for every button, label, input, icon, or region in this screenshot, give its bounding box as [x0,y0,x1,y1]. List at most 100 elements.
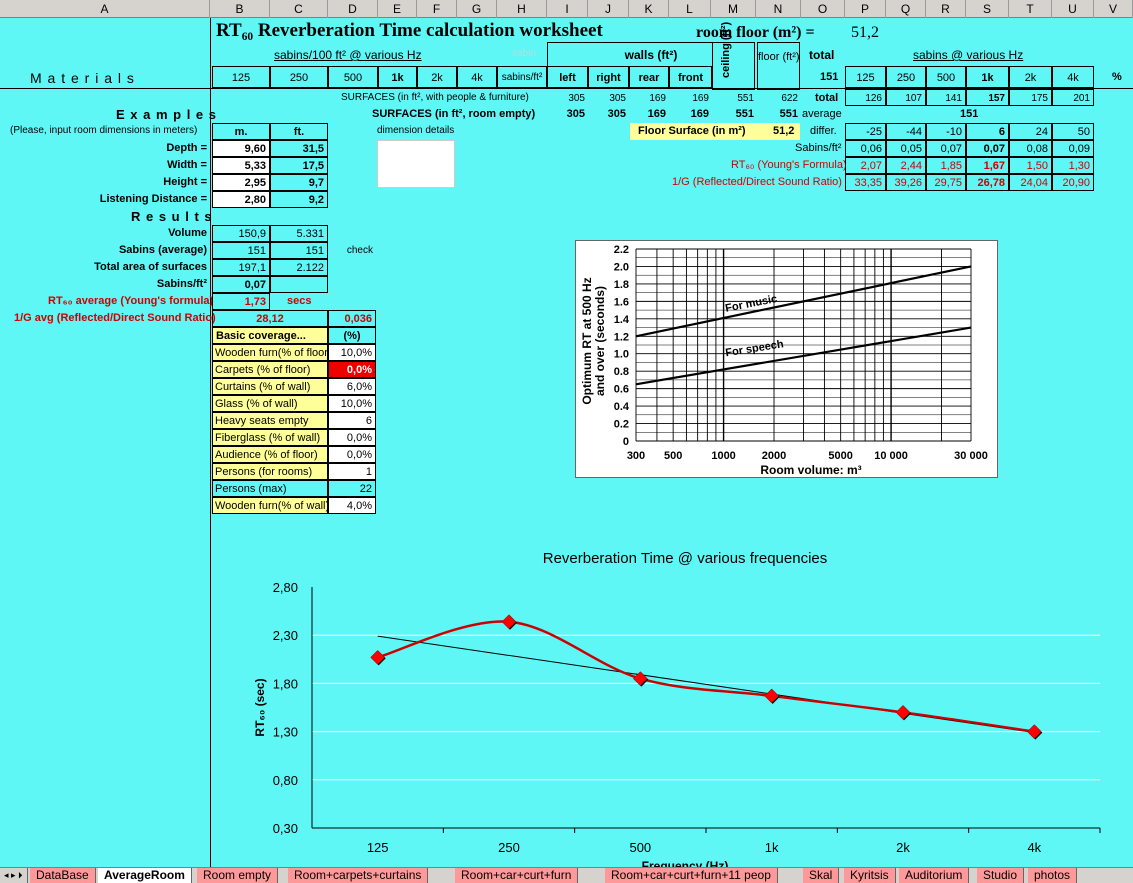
rt-average-value: 1,73 [212,293,270,310]
column-header-g[interactable]: G [457,0,497,18]
example-meters-input[interactable]: 9,60 [212,140,270,157]
coverage-value-input[interactable]: 6,0% [328,378,376,395]
example-label: Height = [163,176,207,188]
differ-value: 6 [966,123,1009,140]
ceiling-header: ceiling (ft²) [720,21,732,78]
result-label: Sabins (average) [118,244,207,256]
result-label: Volume [168,227,207,239]
surface-full-value: 551 [737,93,754,104]
tab-room-car-curt-furn[interactable]: Room+car+curt+furn [455,868,579,883]
tab-auditorium[interactable]: Auditorium [899,868,970,883]
column-header-l[interactable]: L [669,0,711,18]
optimum-xtick: 300 [627,450,645,462]
tab-room-empty[interactable]: Room empty [197,868,279,883]
column-header-a[interactable]: A [0,0,210,18]
column-header-f[interactable]: F [417,0,457,18]
dimension-details-box[interactable] [377,140,455,188]
percent-header: % [1112,71,1122,83]
sabin-small-label: sabin [512,48,536,59]
surface-full-value: 169 [649,93,666,104]
coverage-value-input[interactable]: 0,0% [328,429,376,446]
surface-empty-value: 169 [690,108,709,120]
room-floor-value: 51,2 [851,24,879,41]
column-header-t[interactable]: T [1009,0,1052,18]
sabins-total-value: 175 [1009,89,1052,106]
coverage-value-input[interactable]: 10,0% [328,344,376,361]
column-header-o[interactable]: O [801,0,845,18]
column-header-c[interactable]: C [270,0,328,18]
tab-room-carpets-curtains[interactable]: Room+carpets+curtains [288,868,429,883]
column-header-v[interactable]: V [1094,0,1133,18]
column-header-j[interactable]: J [588,0,629,18]
tab-photos[interactable]: photos [1028,868,1078,883]
result-value-b: 150,9 [212,225,270,242]
column-header-s[interactable]: S [966,0,1009,18]
tab-skal[interactable]: Skal [803,868,840,883]
column-header-h[interactable]: H [497,0,547,18]
sabins-freq-header-500: 500 [926,66,966,88]
column-header-e[interactable]: E [378,0,417,18]
surface-full-value: 305 [609,93,626,104]
tab-kyritsis[interactable]: Kyritsis [844,868,896,883]
example-meters-input[interactable]: 2,95 [212,174,270,191]
coverage-label: Persons (for rooms) [212,463,328,480]
coverage-pct-header: (%) [328,327,376,344]
column-header-b[interactable]: B [210,0,270,18]
column-header-d[interactable]: D [328,0,378,18]
tab-studio[interactable]: Studio [977,868,1025,883]
tab-averageroom[interactable]: AverageRoom [98,868,192,883]
coverage-value-input[interactable]: 0,0% [328,361,376,378]
column-header-m[interactable]: M [711,0,756,18]
chart-xtick: 4k [1027,840,1041,855]
column-header-k[interactable]: K [629,0,669,18]
row-separator [0,88,1133,89]
optimum-rt-svg: 2.2 2.0 1.8 1.6 1.4 1.2 1.0 0.8 0.6 0.4 0.2 0 300 500… [580,244,988,477]
example-feet-value: 17,5 [270,157,328,174]
total-value: 151 [820,71,839,83]
coverage-value-input[interactable]: 4,0% [328,497,376,514]
column-header-r[interactable]: R [926,0,966,18]
sabins-ft2-value: 0,07 [966,140,1009,157]
freq-header-1k: 1k [378,66,417,88]
coverage-header: Basic coverage... [212,327,328,344]
optimum-ytick: 2.2 [614,244,629,256]
ig-value: 24,04 [1009,174,1052,191]
coverage-value-input[interactable]: 10,0% [328,395,376,412]
column-header-p[interactable]: P [845,0,886,18]
surface-full-value: 622 [781,93,798,104]
column-header-q[interactable]: Q [886,0,926,18]
column-header-n[interactable]: N [756,0,801,18]
sabins-ft2-value: 0,07 [926,140,966,157]
tab-database[interactable]: DataBase [30,868,96,883]
reverberation-chart: Reverberation Time @ various frequencies… [212,540,1133,873]
differ-value: 24 [1009,123,1052,140]
tab-room-car-curt-furn-11-peop[interactable]: Room+car+curt+furn+11 peop [605,868,778,883]
tab-scroll-arrows[interactable]: ◂ ▸ ⏵ [0,868,28,883]
coverage-value-input[interactable]: 6 [328,412,376,429]
column-header-i[interactable]: I [547,0,588,18]
optimum-ytick: 0.4 [614,401,630,413]
coverage-value-input[interactable]: 22 [328,480,376,497]
optimum-ytick: 0.2 [614,419,629,431]
result-value-b: 0,07 [212,276,270,293]
chart-xtick: 1k [765,840,779,855]
example-meters-input[interactable]: 5,33 [212,157,270,174]
rt60-value: 1,67 [966,157,1009,174]
sabins-ft2-header: sabins/ft² [497,66,547,88]
column-header-u[interactable]: U [1052,0,1094,18]
ig-value: 26,78 [966,174,1009,191]
coverage-label: Audience (% of floor) [212,446,328,463]
freq-header-4k: 4k [457,66,497,88]
optimum-ytick: 0.8 [614,366,629,378]
differ-value: 50 [1052,123,1094,140]
optimum-xtick: 5000 [828,450,852,462]
chart-data-point-500 [632,671,648,686]
example-meters-input[interactable]: 2,80 [212,191,270,208]
surface-full-value: 169 [692,93,709,104]
total-header: total [809,48,835,62]
coverage-value-input[interactable]: 1 [328,463,376,480]
ig-value: 29,75 [926,174,966,191]
sabins-per-100ft-label: sabins/100 ft² @ various Hz [274,48,422,62]
ceiling-header-box [712,42,755,90]
coverage-value-input[interactable]: 0,0% [328,446,376,463]
